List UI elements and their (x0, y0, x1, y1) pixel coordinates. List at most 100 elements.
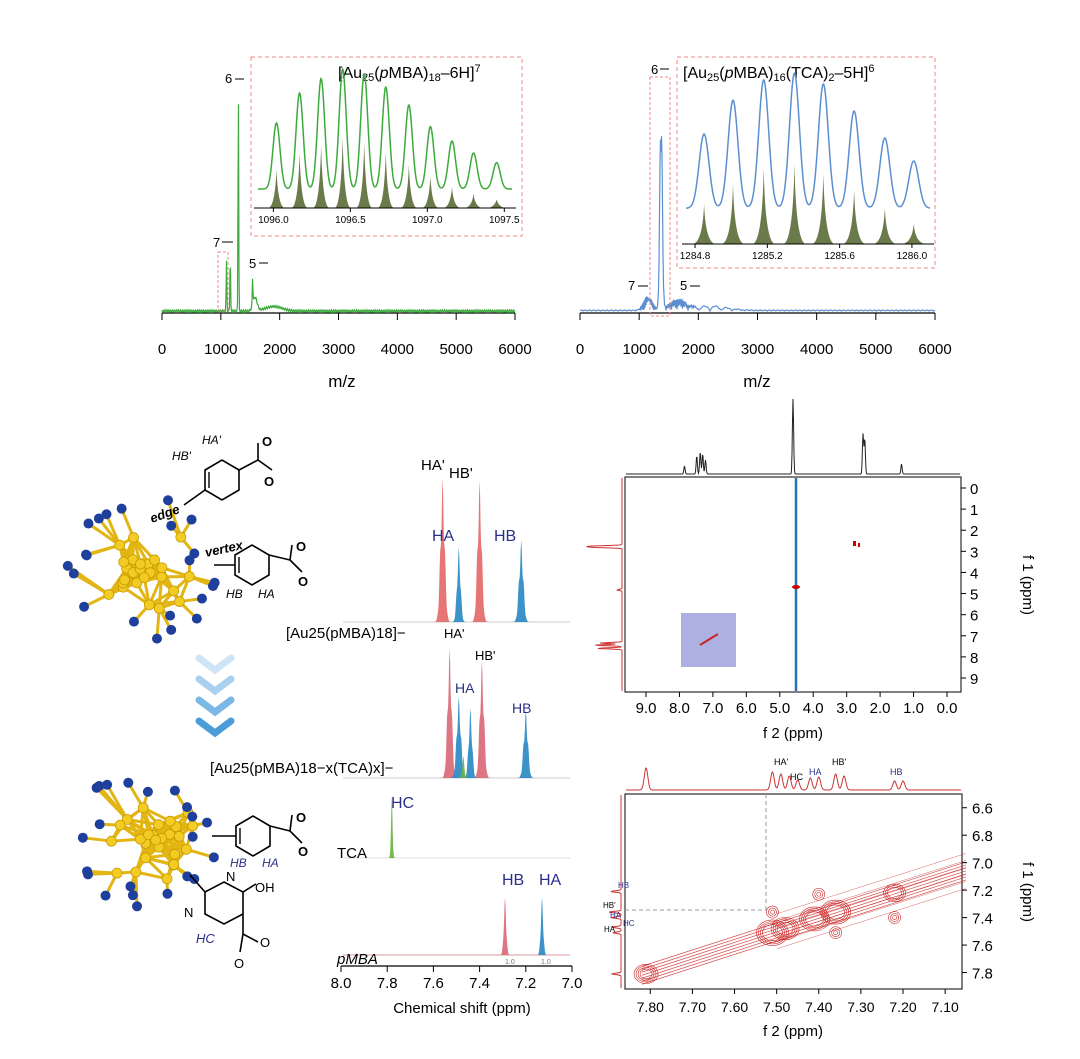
s-atom (123, 777, 134, 788)
s-atom (102, 779, 113, 790)
au-atom (130, 866, 142, 878)
nmr2d-left-hb: HB (618, 881, 629, 890)
ms-right-charge-7: 7 (628, 278, 635, 293)
au-atom (114, 539, 126, 551)
nmr2d-peak-ha-prime: HA' (774, 757, 789, 767)
bot2d-y-tick-label: 7.2 (972, 883, 993, 900)
x-tick-label: 6000 (498, 341, 531, 358)
s-atom (127, 890, 138, 901)
inset-experimental-trace (258, 67, 512, 190)
s-atom (82, 869, 93, 880)
au-atom (140, 852, 152, 864)
au-atom (111, 867, 123, 879)
au-atom (153, 602, 165, 614)
ms-left-charge-6: 6 (225, 71, 232, 86)
nmr4-hb-label: HB (502, 872, 524, 889)
edge-carbonyl-o: O (262, 434, 272, 449)
bot2d-y-tick-label: 7.0 (972, 856, 993, 873)
ms-right-inset-frame (676, 56, 936, 269)
nmr2d-top-x-label: f 2 (ppm) (763, 725, 823, 742)
nmr1-ha-prime-label: HA' (421, 457, 445, 474)
diagonal-contour (641, 870, 967, 976)
nmr-peak (512, 540, 531, 622)
top2d-x-tick-label: 4.0 (803, 700, 824, 717)
au-atom (156, 562, 168, 574)
x-tick-label: 1000 (622, 341, 655, 358)
ms-left-charge-7: 7 (213, 235, 220, 250)
s-atom (165, 610, 176, 621)
nmr-peak (470, 480, 489, 622)
diagonal-contour-outer (776, 860, 967, 922)
au-atom (180, 843, 192, 855)
vertex-hydroxyl-o: O (298, 574, 308, 589)
au-atom (135, 558, 146, 570)
cluster-structure-bottom: O O HB HA N N OH O O HC (77, 777, 308, 971)
diagonal-peak-contour (776, 921, 794, 936)
inset-simulated-peak (400, 164, 417, 208)
tca-hydroxyl-o: O (234, 956, 244, 971)
arrow-chevron-1 (195, 654, 235, 675)
edge-ligand-ring (204, 459, 240, 501)
top2d-y-tick-label: 3 (970, 544, 978, 561)
s-atom (191, 613, 202, 624)
s-atom (151, 633, 162, 644)
s-atom (184, 555, 195, 566)
au-atom (175, 531, 187, 543)
inset-simulated-peak (783, 164, 806, 244)
nmr-1d-x-ticks: 8.0 7.8 7.6 7.4 7.2 7.0 (331, 966, 582, 992)
tca-n-top: N (226, 869, 235, 884)
s-atom (169, 785, 180, 796)
inset-simulated-peak (752, 168, 775, 244)
inset-experimental-trace (685, 72, 930, 209)
edge-hb-prime-label: HB' (172, 449, 192, 463)
nmr2d-peak-hb: HB (890, 767, 903, 777)
ms-right-panel: 0 1000 2000 3000 4000 5000 6000 m/z 6 7 5 [Au2… (576, 56, 952, 391)
nmr2-hb-label: HB (512, 700, 531, 716)
nmr2d-bottom-ticks: 7.80 7.70 7.60 7.50 7.40 7.30 7.20 7.10 6.6 6.8 7.… (637, 801, 993, 1015)
diagonal-peak-contour (883, 883, 906, 902)
ms-left-inset-title: [Au25(pMBA)18–6H]7 (338, 63, 481, 84)
nmr2d-bottom-f1-projection (608, 795, 622, 988)
au-atom (150, 834, 162, 846)
nmr-1d-x-label: Chemical shift (ppm) (393, 1000, 531, 1017)
s-atom (83, 518, 94, 529)
cross-peak-contour (833, 930, 838, 935)
x-tick-label: 4000 (381, 341, 414, 358)
inset-simulated-peak (443, 187, 460, 208)
nmr2d-left-hb-prime: HB' (603, 901, 616, 910)
nmr-peak (462, 708, 478, 778)
au-s-bond (87, 522, 121, 547)
pmba-ha-label: HA (262, 856, 279, 870)
top2d-y-tick-label: 0 (970, 481, 978, 498)
diagonal-peak-contour (770, 917, 800, 941)
edge-coh-bond (257, 459, 273, 471)
s-atom (208, 852, 219, 863)
diagonal-contour (641, 876, 967, 982)
ms-right-x-label: m/z (743, 372, 770, 391)
s-atom (182, 802, 193, 813)
s-atom (62, 560, 73, 571)
s-atom (182, 871, 193, 882)
top2d-x-tick-label: 8.0 (669, 700, 690, 717)
diagonal-peak-contour (760, 922, 785, 943)
s-atom (100, 890, 111, 901)
nmr2d-top-y-label: f 1 (ppm) (1019, 555, 1036, 615)
au-s-bond (98, 784, 129, 821)
bot2d-x-tick-label: 7.70 (679, 999, 706, 1015)
nmr1d-x-tick-label: 8.0 (331, 975, 352, 992)
nmr1d-x-tick-label: 7.2 (515, 975, 536, 992)
nmr2-hb-prime-label: HB' (475, 648, 496, 663)
pmba-cooh-bond (269, 825, 291, 832)
au25-cluster-top (62, 495, 220, 644)
diagonal-peak-contour (799, 906, 830, 932)
integral-label-2: 1.0 (541, 959, 551, 966)
bot2d-x-tick-label: 7.80 (637, 999, 664, 1015)
edge-hydroxyl-o: O (264, 474, 274, 489)
trace-mixed-label: [Au25(pMBA)18−x(TCA)x]− (210, 760, 394, 777)
cluster-structure-top: O O edge HB' HA' O O vertex HB HA (62, 433, 308, 644)
diagonal-peak-contour (887, 886, 902, 899)
au-atom (143, 599, 155, 611)
inset-simulated-peak (377, 152, 394, 208)
vertex-ha-label: HA (258, 587, 275, 601)
